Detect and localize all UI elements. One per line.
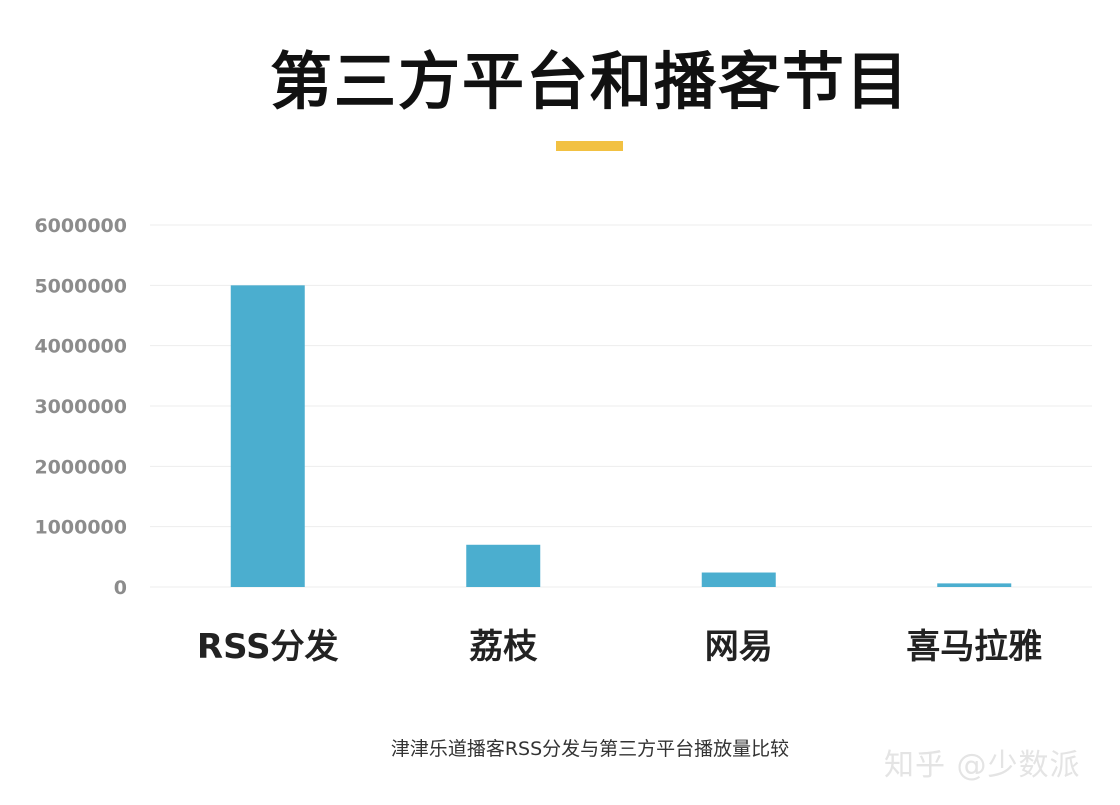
x-category-label-1: 荔枝 xyxy=(469,627,538,667)
bar-3 xyxy=(937,583,1012,587)
y-tick-label-5: 5000000 xyxy=(34,275,127,297)
y-tick-label-3: 3000000 xyxy=(34,396,127,418)
chart-title: 第三方平台和播客节目 xyxy=(269,45,910,118)
bar-2 xyxy=(701,572,776,587)
x-category-label-3: 喜马拉雅 xyxy=(906,627,1042,667)
chart-caption: 津津乐道播客RSS分发与第三方平台播放量比较 xyxy=(390,738,790,760)
y-tick-label-1: 1000000 xyxy=(34,517,127,539)
x-category-label-0: RSS分发 xyxy=(197,627,339,667)
y-tick-label-0: 0 xyxy=(114,577,127,599)
watermark: 知乎 @少数派 xyxy=(884,748,1081,783)
bar-0 xyxy=(230,285,305,587)
y-tick-label-2: 2000000 xyxy=(34,456,127,478)
x-category-label-2: 网易 xyxy=(705,627,773,667)
y-tick-label-6: 6000000 xyxy=(34,215,127,237)
title-accent-bar xyxy=(556,141,623,151)
y-tick-label-4: 4000000 xyxy=(34,336,127,358)
bar-1 xyxy=(466,544,541,587)
